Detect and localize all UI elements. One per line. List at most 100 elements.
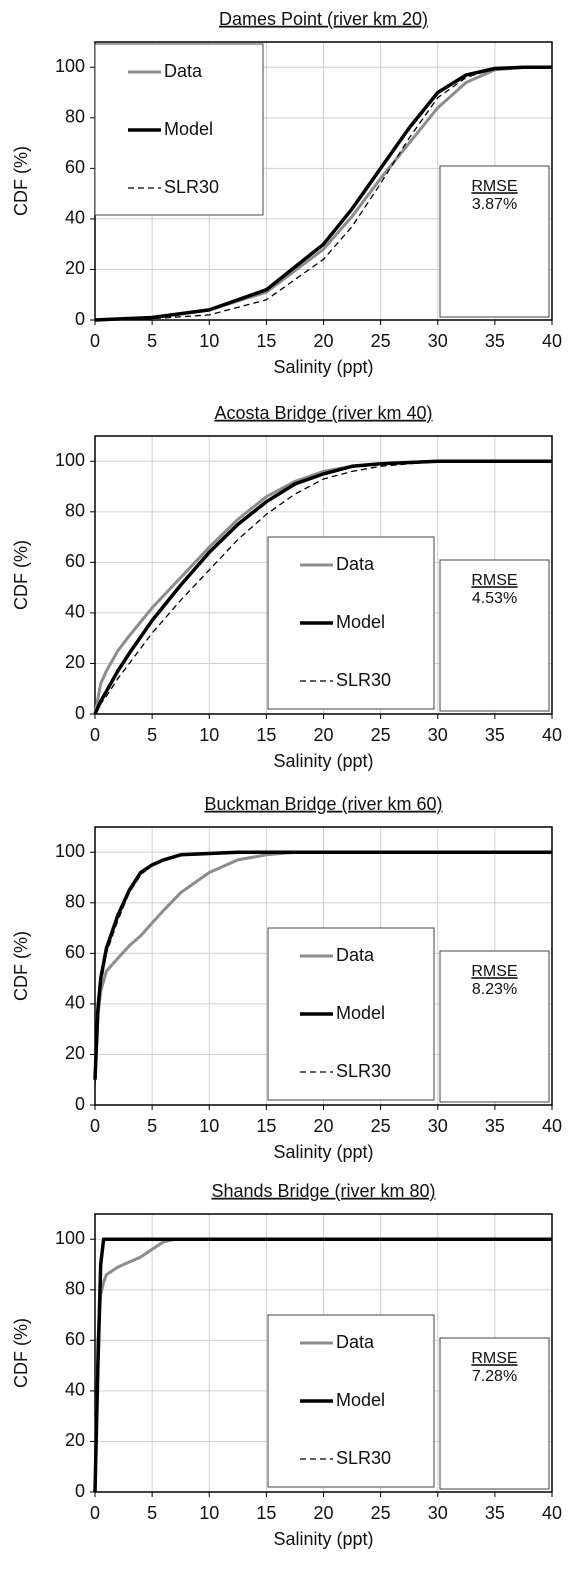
x-tick-label: 15 [256, 1116, 276, 1136]
y-tick-label: 60 [65, 551, 85, 571]
legend-label: Model [336, 1390, 385, 1410]
x-tick-label: 10 [199, 331, 219, 351]
x-tick-label: 5 [147, 331, 157, 351]
x-tick-label: 40 [542, 1116, 562, 1136]
x-tick-label: 15 [256, 725, 276, 745]
x-tick-label: 5 [147, 1116, 157, 1136]
y-tick-label: 100 [55, 841, 85, 861]
y-tick-label: 80 [65, 107, 85, 127]
x-tick-label: 20 [313, 725, 333, 745]
legend-label: Model [164, 119, 213, 139]
y-tick-label: 100 [55, 56, 85, 76]
chart-title: Dames Point (river km 20) [219, 9, 428, 29]
x-tick-label: 35 [485, 1503, 505, 1523]
y-tick-label: 80 [65, 501, 85, 521]
x-tick-label: 10 [199, 1116, 219, 1136]
series-line [93, 459, 552, 715]
x-tick-label: 5 [147, 725, 157, 745]
legend-label: SLR30 [336, 1061, 391, 1081]
legend-label: Model [336, 612, 385, 632]
y-tick-label: 20 [65, 258, 85, 278]
annotation-text: 3.87% [472, 196, 517, 213]
x-tick-label: 25 [371, 1503, 391, 1523]
y-tick-label: 60 [65, 1329, 85, 1349]
y-tick-label: 40 [65, 1380, 85, 1400]
annotation-title: RMSE [471, 572, 517, 589]
annotation-title: RMSE [471, 963, 517, 980]
x-tick-label: 30 [428, 1503, 448, 1523]
annotation-text: 4.53% [472, 590, 517, 607]
x-tick-label: 30 [428, 331, 448, 351]
x-tick-label: 35 [485, 1116, 505, 1136]
x-tick-label: 10 [199, 1503, 219, 1523]
x-tick-label: 0 [90, 1503, 100, 1523]
y-axis-label: CDF (%) [11, 146, 31, 216]
x-tick-label: 15 [256, 331, 276, 351]
x-tick-label: 25 [371, 1116, 391, 1136]
x-axis-label: Salinity (ppt) [273, 751, 373, 771]
x-tick-label: 40 [542, 725, 562, 745]
legend-box [267, 927, 435, 1101]
series-line [94, 851, 552, 1085]
annotation-text: 8.23% [472, 981, 517, 998]
x-tick-label: 0 [90, 1116, 100, 1136]
y-tick-label: 0 [75, 703, 85, 723]
annotation-title: RMSE [471, 1350, 517, 1367]
series-line [94, 1238, 552, 1493]
x-tick-label: 10 [199, 725, 219, 745]
legend-label: SLR30 [336, 670, 391, 690]
y-tick-label: 60 [65, 157, 85, 177]
legend-label: SLR30 [336, 1448, 391, 1468]
x-tick-label: 30 [428, 1116, 448, 1136]
x-axis-label: Salinity (ppt) [273, 1529, 373, 1549]
series-line [94, 460, 552, 715]
y-tick-label: 40 [65, 602, 85, 622]
plot-frame [94, 1213, 553, 1493]
y-axis-label: CDF (%) [11, 1318, 31, 1388]
y-axis-label: CDF (%) [11, 931, 31, 1001]
annotation-box [439, 950, 550, 1103]
annotation-box [439, 1337, 550, 1490]
legend-label: SLR30 [164, 177, 219, 197]
legend-label: Data [336, 1332, 375, 1352]
annotation-box [439, 165, 550, 318]
y-tick-label: 60 [65, 942, 85, 962]
y-tick-label: 80 [65, 1279, 85, 1299]
x-tick-label: 40 [542, 331, 562, 351]
x-tick-label: 0 [90, 331, 100, 351]
legend-box [267, 1314, 435, 1488]
chart-title: Shands Bridge (river km 80) [211, 1181, 435, 1201]
x-tick-label: 20 [313, 1503, 333, 1523]
x-tick-label: 5 [147, 1503, 157, 1523]
legend-label: Data [164, 61, 203, 81]
x-tick-label: 25 [371, 725, 391, 745]
y-axis-label: CDF (%) [11, 540, 31, 610]
x-tick-label: 35 [485, 725, 505, 745]
y-tick-label: 100 [55, 450, 85, 470]
y-tick-label: 100 [55, 1228, 85, 1248]
y-tick-label: 20 [65, 1430, 85, 1450]
chart-title: Acosta Bridge (river km 40) [214, 403, 432, 423]
legend-box [94, 43, 264, 216]
x-tick-label: 20 [313, 1116, 333, 1136]
legend-label: Data [336, 554, 375, 574]
x-tick-label: 0 [90, 725, 100, 745]
y-tick-label: 0 [75, 309, 85, 329]
x-tick-label: 25 [371, 331, 391, 351]
legend-label: Model [336, 1003, 385, 1023]
y-tick-label: 40 [65, 208, 85, 228]
x-tick-label: 40 [542, 1503, 562, 1523]
x-axis-label: Salinity (ppt) [273, 357, 373, 377]
x-tick-label: 30 [428, 725, 448, 745]
series-line [94, 66, 552, 321]
chart-title: Buckman Bridge (river km 60) [204, 794, 442, 814]
y-tick-label: 20 [65, 652, 85, 672]
series-line [94, 65, 552, 322]
x-tick-label: 15 [256, 1503, 276, 1523]
annotation-box [439, 559, 550, 712]
y-tick-label: 40 [65, 993, 85, 1013]
legend-box [267, 536, 435, 710]
plot-frame [94, 435, 553, 715]
annotation-text: 7.28% [472, 1368, 517, 1385]
